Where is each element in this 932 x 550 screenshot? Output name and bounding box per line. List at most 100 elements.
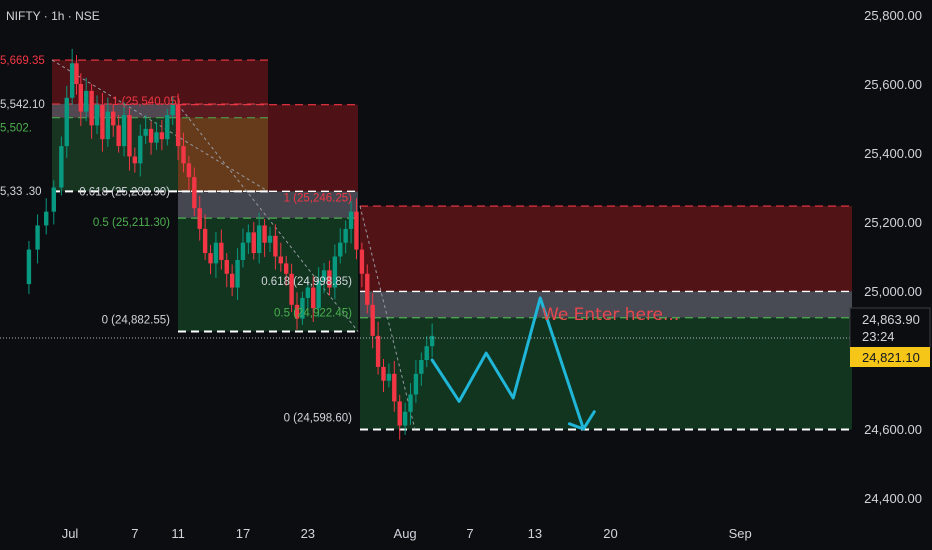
- candle-body: [154, 132, 159, 143]
- candle: [267, 226, 273, 253]
- candle-body: [138, 135, 143, 164]
- candle: [311, 276, 316, 323]
- projected-path: [430, 296, 596, 431]
- x-tick-label: 17: [236, 526, 250, 541]
- candle-body: [197, 208, 202, 229]
- candle-body: [370, 304, 375, 336]
- fib-1-half: 0.5 (25,211.30): [93, 217, 170, 229]
- zone-2-mid: [178, 191, 358, 219]
- candle: [246, 224, 251, 255]
- y-tick-label: 25,000.00: [864, 284, 922, 299]
- candle-body: [289, 273, 294, 305]
- candle: [262, 218, 267, 257]
- price-tags: 24,863.90 23:24 24,821.10: [849, 307, 931, 367]
- candle-body: [284, 263, 289, 274]
- candle: [316, 267, 321, 318]
- candle: [289, 263, 294, 313]
- candle: [148, 121, 154, 155]
- candle-body: [321, 270, 327, 281]
- fib-trendlines: [51, 59, 416, 430]
- candle: [235, 248, 240, 300]
- trendline-3: [359, 205, 416, 430]
- candle: [392, 361, 397, 412]
- last-price-tag-value: 24,863.90: [862, 312, 920, 327]
- annotation-we-enter-here: We Enter here...: [542, 305, 679, 325]
- candle-body: [105, 111, 111, 140]
- candle: [89, 84, 94, 139]
- fib-2-zero: 0 (24,882.55): [102, 314, 171, 326]
- candle: [132, 147, 138, 173]
- trendline-1: [51, 59, 269, 192]
- candle-body: [208, 253, 213, 264]
- candle-body: [51, 187, 56, 212]
- zone-1-discount: [52, 117, 178, 192]
- candle: [44, 198, 49, 235]
- candle: [219, 229, 224, 270]
- candle: [121, 102, 127, 157]
- candle-body: [148, 128, 154, 143]
- candle-body: [78, 84, 84, 112]
- candle-body: [305, 287, 311, 298]
- candle-body: [332, 256, 338, 288]
- candle-body: [127, 115, 132, 157]
- candle-body: [35, 225, 40, 250]
- candle: [386, 363, 392, 388]
- candle-body: [262, 225, 267, 243]
- candle-body: [408, 394, 413, 412]
- candle-body: [111, 111, 116, 126]
- candle: [175, 93, 181, 160]
- candle: [419, 352, 424, 386]
- candle: [343, 220, 348, 254]
- candle: [154, 122, 159, 150]
- candle-body: [375, 335, 381, 367]
- cut-label-1: 5,542.10: [0, 99, 45, 111]
- marker-price-tag: [850, 347, 930, 367]
- candle: [251, 222, 256, 260]
- x-tick-label: 11: [171, 526, 185, 541]
- candle: [116, 115, 121, 153]
- candle-body: [294, 304, 300, 319]
- x-tick-label: 13: [528, 526, 542, 541]
- candle: [413, 360, 419, 403]
- candle: [35, 214, 40, 264]
- candle: [327, 260, 332, 296]
- candle-body: [386, 373, 392, 381]
- candle: [305, 278, 311, 308]
- candle-body: [327, 270, 332, 288]
- candle-body: [100, 104, 105, 140]
- marker-price-tag-value: 24,821.10: [862, 350, 920, 365]
- candle-body: [186, 163, 192, 178]
- last-price-tag: [849, 307, 931, 349]
- candle-body: [348, 211, 354, 229]
- candle: [224, 253, 229, 288]
- candle-body: [429, 335, 435, 347]
- candle: [64, 85, 69, 158]
- candle: [284, 255, 289, 286]
- candle-body: [181, 146, 186, 164]
- projected-arrowhead: [567, 410, 596, 431]
- candle-body: [202, 228, 208, 254]
- candle-body: [359, 249, 365, 274]
- candle: [181, 132, 186, 173]
- candle-body: [381, 366, 386, 381]
- zone-3-premium: [360, 206, 852, 292]
- candle: [424, 336, 429, 368]
- candle-body: [424, 346, 429, 360]
- cut-label-618: 5,33 .30: [0, 186, 42, 198]
- candle: [127, 108, 132, 171]
- candle-body: [311, 287, 316, 309]
- candle: [294, 292, 300, 330]
- y-tick-label: 25,200.00: [864, 215, 922, 230]
- x-tick-label: Jul: [62, 526, 79, 541]
- candle-body: [159, 132, 165, 140]
- candle: [375, 321, 381, 375]
- candle: [359, 242, 365, 288]
- candle-body: [300, 297, 305, 319]
- candle: [213, 232, 219, 278]
- candle: [300, 291, 305, 325]
- candle-body: [94, 104, 100, 126]
- candle: [143, 115, 148, 145]
- candle: [186, 156, 192, 190]
- candle: [321, 263, 327, 294]
- fib-3-zero: 0 (24,598.60): [284, 412, 353, 424]
